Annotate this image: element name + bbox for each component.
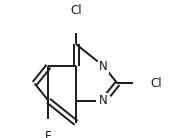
Text: N: N xyxy=(99,60,108,73)
Text: Cl: Cl xyxy=(70,4,82,17)
Text: F: F xyxy=(45,130,52,138)
Text: N: N xyxy=(99,94,108,107)
Text: Cl: Cl xyxy=(151,77,162,90)
